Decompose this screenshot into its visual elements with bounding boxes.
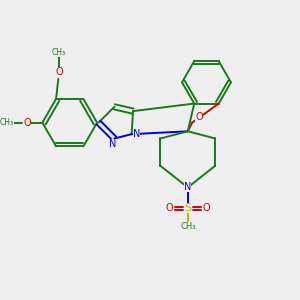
Text: CH₃: CH₃ — [0, 118, 14, 127]
Text: O: O — [55, 68, 63, 77]
Text: S: S — [184, 203, 191, 213]
Text: CH₃: CH₃ — [180, 222, 196, 231]
Text: N: N — [184, 182, 191, 192]
Text: N: N — [133, 129, 140, 139]
Text: O: O — [196, 112, 203, 122]
Text: O: O — [202, 203, 210, 213]
Text: CH₃: CH₃ — [52, 48, 66, 57]
Text: N: N — [109, 139, 117, 149]
Text: O: O — [166, 203, 173, 213]
Text: O: O — [24, 118, 31, 128]
